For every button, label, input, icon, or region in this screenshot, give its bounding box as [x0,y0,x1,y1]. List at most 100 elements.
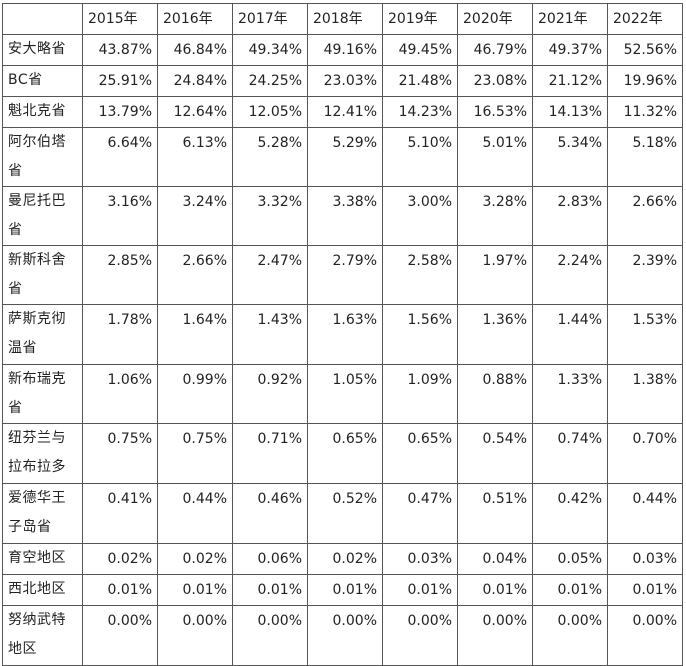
percentage-cell: 2.83% [532,186,608,246]
percentage-cell: 25.91% [82,65,158,97]
percentage-cell: 0.46% [232,483,308,544]
region-label-cell: 纽芬兰与拉布拉多 [2,423,83,484]
percentage-cell: 0.65% [307,423,383,484]
percentage-cell: 0.01% [82,574,158,606]
percentage-cell: 1.64% [157,304,233,365]
percentage-cell: 24.84% [157,65,233,97]
percentage-cell: 12.64% [157,96,233,128]
percentage-cell: 2.39% [607,245,683,305]
percentage-cell: 1.36% [457,304,533,365]
percentage-cell: 2.66% [157,245,233,305]
region-label-cell: 萨斯克彻温省 [2,304,83,365]
percentage-cell: 2.79% [307,245,383,305]
table-row: 爱德华王子岛省 0.41% 0.44% 0.46% 0.52% 0.47% 0.51% 0.4… [2,483,683,544]
region-label-cell: 新斯科舍省 [2,245,83,305]
percentage-cell: 0.00% [382,605,458,666]
percentage-cell: 0.75% [82,423,158,484]
percentage-cell: 21.12% [532,65,608,97]
percentage-cell: 52.56% [607,34,683,66]
percentage-cell: 1.63% [307,304,383,365]
percentage-cell: 49.45% [382,34,458,66]
region-label-cell: 努纳武特地区 [2,605,83,666]
percentage-cell: 12.05% [232,96,308,128]
percentage-cell: 0.75% [157,423,233,484]
percentage-cell: 49.37% [532,34,608,66]
percentage-cell: 14.13% [532,96,608,128]
table-row: 曼尼托巴省 3.16% 3.24% 3.32% 3.38% 3.00% 3.28% 2.83%… [2,186,683,246]
percentage-cell: 0.01% [382,574,458,606]
percentage-cell: 0.01% [532,574,608,606]
header-corner-cell [2,3,83,35]
region-label-cell: 曼尼托巴省 [2,186,83,246]
year-header: 2018年 [307,3,383,35]
year-header: 2022年 [607,3,683,35]
year-header: 2021年 [532,3,608,35]
percentage-cell: 5.34% [532,127,608,187]
percentage-cell: 13.79% [82,96,158,128]
percentage-cell: 46.84% [157,34,233,66]
percentage-cell: 0.41% [82,483,158,544]
percentage-cell: 0.71% [232,423,308,484]
year-header: 2019年 [382,3,458,35]
region-label-cell: 新布瑞克省 [2,364,83,424]
percentage-cell: 0.01% [607,574,683,606]
percentage-cell: 3.00% [382,186,458,246]
percentage-cell: 46.79% [457,34,533,66]
percentage-cell: 0.70% [607,423,683,484]
percentage-cell: 2.66% [607,186,683,246]
percentage-cell: 5.10% [382,127,458,187]
table-row: 新布瑞克省 1.06% 0.99% 0.92% 1.05% 1.09% 0.88% 1.33%… [2,364,683,424]
percentage-cell: 1.33% [532,364,608,424]
table-row: BC省 25.91% 24.84% 24.25% 23.03% 21.48% 23.08% 2… [2,65,683,97]
table-row: 萨斯克彻温省 1.78% 1.64% 1.43% 1.63% 1.56% 1.36% 1.44… [2,304,683,365]
percentage-cell: 3.32% [232,186,308,246]
region-label-cell: BC省 [2,65,83,97]
percentage-cell: 1.78% [82,304,158,365]
percentage-cell: 6.13% [157,127,233,187]
percentage-cell: 23.08% [457,65,533,97]
table-row: 新斯科舍省 2.85% 2.66% 2.47% 2.79% 2.58% 1.97% 2.24%… [2,245,683,305]
percentage-cell: 0.01% [157,574,233,606]
percentage-cell: 3.38% [307,186,383,246]
region-label-cell: 安大略省 [2,34,83,66]
percentage-cell: 24.25% [232,65,308,97]
percentage-cell: 11.32% [607,96,683,128]
province-share-table: 2015年 2016年 2017年 2018年 2019年 2020年 2021… [2,3,683,666]
year-header: 2020年 [457,3,533,35]
percentage-cell: 0.00% [307,605,383,666]
percentage-cell: 1.06% [82,364,158,424]
header-row: 2015年 2016年 2017年 2018年 2019年 2020年 2021… [2,3,683,35]
percentage-cell: 0.00% [457,605,533,666]
percentage-cell: 43.87% [82,34,158,66]
percentage-cell: 2.85% [82,245,158,305]
percentage-cell: 1.05% [307,364,383,424]
region-label-cell: 阿尔伯塔省 [2,127,83,187]
percentage-cell: 1.38% [607,364,683,424]
percentage-cell: 5.18% [607,127,683,187]
percentage-cell: 0.88% [457,364,533,424]
percentage-cell: 1.53% [607,304,683,365]
percentage-cell: 49.34% [232,34,308,66]
percentage-cell: 0.00% [157,605,233,666]
percentage-cell: 3.28% [457,186,533,246]
percentage-cell: 3.16% [82,186,158,246]
table-row: 阿尔伯塔省 6.64% 6.13% 5.28% 5.29% 5.10% 5.01% 5.34%… [2,127,683,187]
percentage-cell: 5.01% [457,127,533,187]
percentage-cell: 0.44% [607,483,683,544]
percentage-cell: 5.28% [232,127,308,187]
table-row: 努纳武特地区 0.00% 0.00% 0.00% 0.00% 0.00% 0.00% 0.00… [2,605,683,666]
percentage-cell: 3.24% [157,186,233,246]
percentage-cell: 6.64% [82,127,158,187]
table-row: 纽芬兰与拉布拉多 0.75% 0.75% 0.71% 0.65% 0.65% 0.54% 0.… [2,423,683,484]
region-label-cell: 西北地区 [2,574,83,606]
percentage-cell: 1.43% [232,304,308,365]
table-row: 安大略省 43.87% 46.84% 49.34% 49.16% 49.45% 46.79%… [2,34,683,66]
percentage-cell: 0.47% [382,483,458,544]
percentage-cell: 21.48% [382,65,458,97]
percentage-cell: 1.44% [532,304,608,365]
percentage-cell: 19.96% [607,65,683,97]
percentage-cell: 16.53% [457,96,533,128]
table-row: 育空地区 0.02% 0.02% 0.06% 0.02% 0.03% 0.04% 0.05% 0… [2,543,683,575]
percentage-cell: 0.01% [232,574,308,606]
percentage-cell: 0.65% [382,423,458,484]
